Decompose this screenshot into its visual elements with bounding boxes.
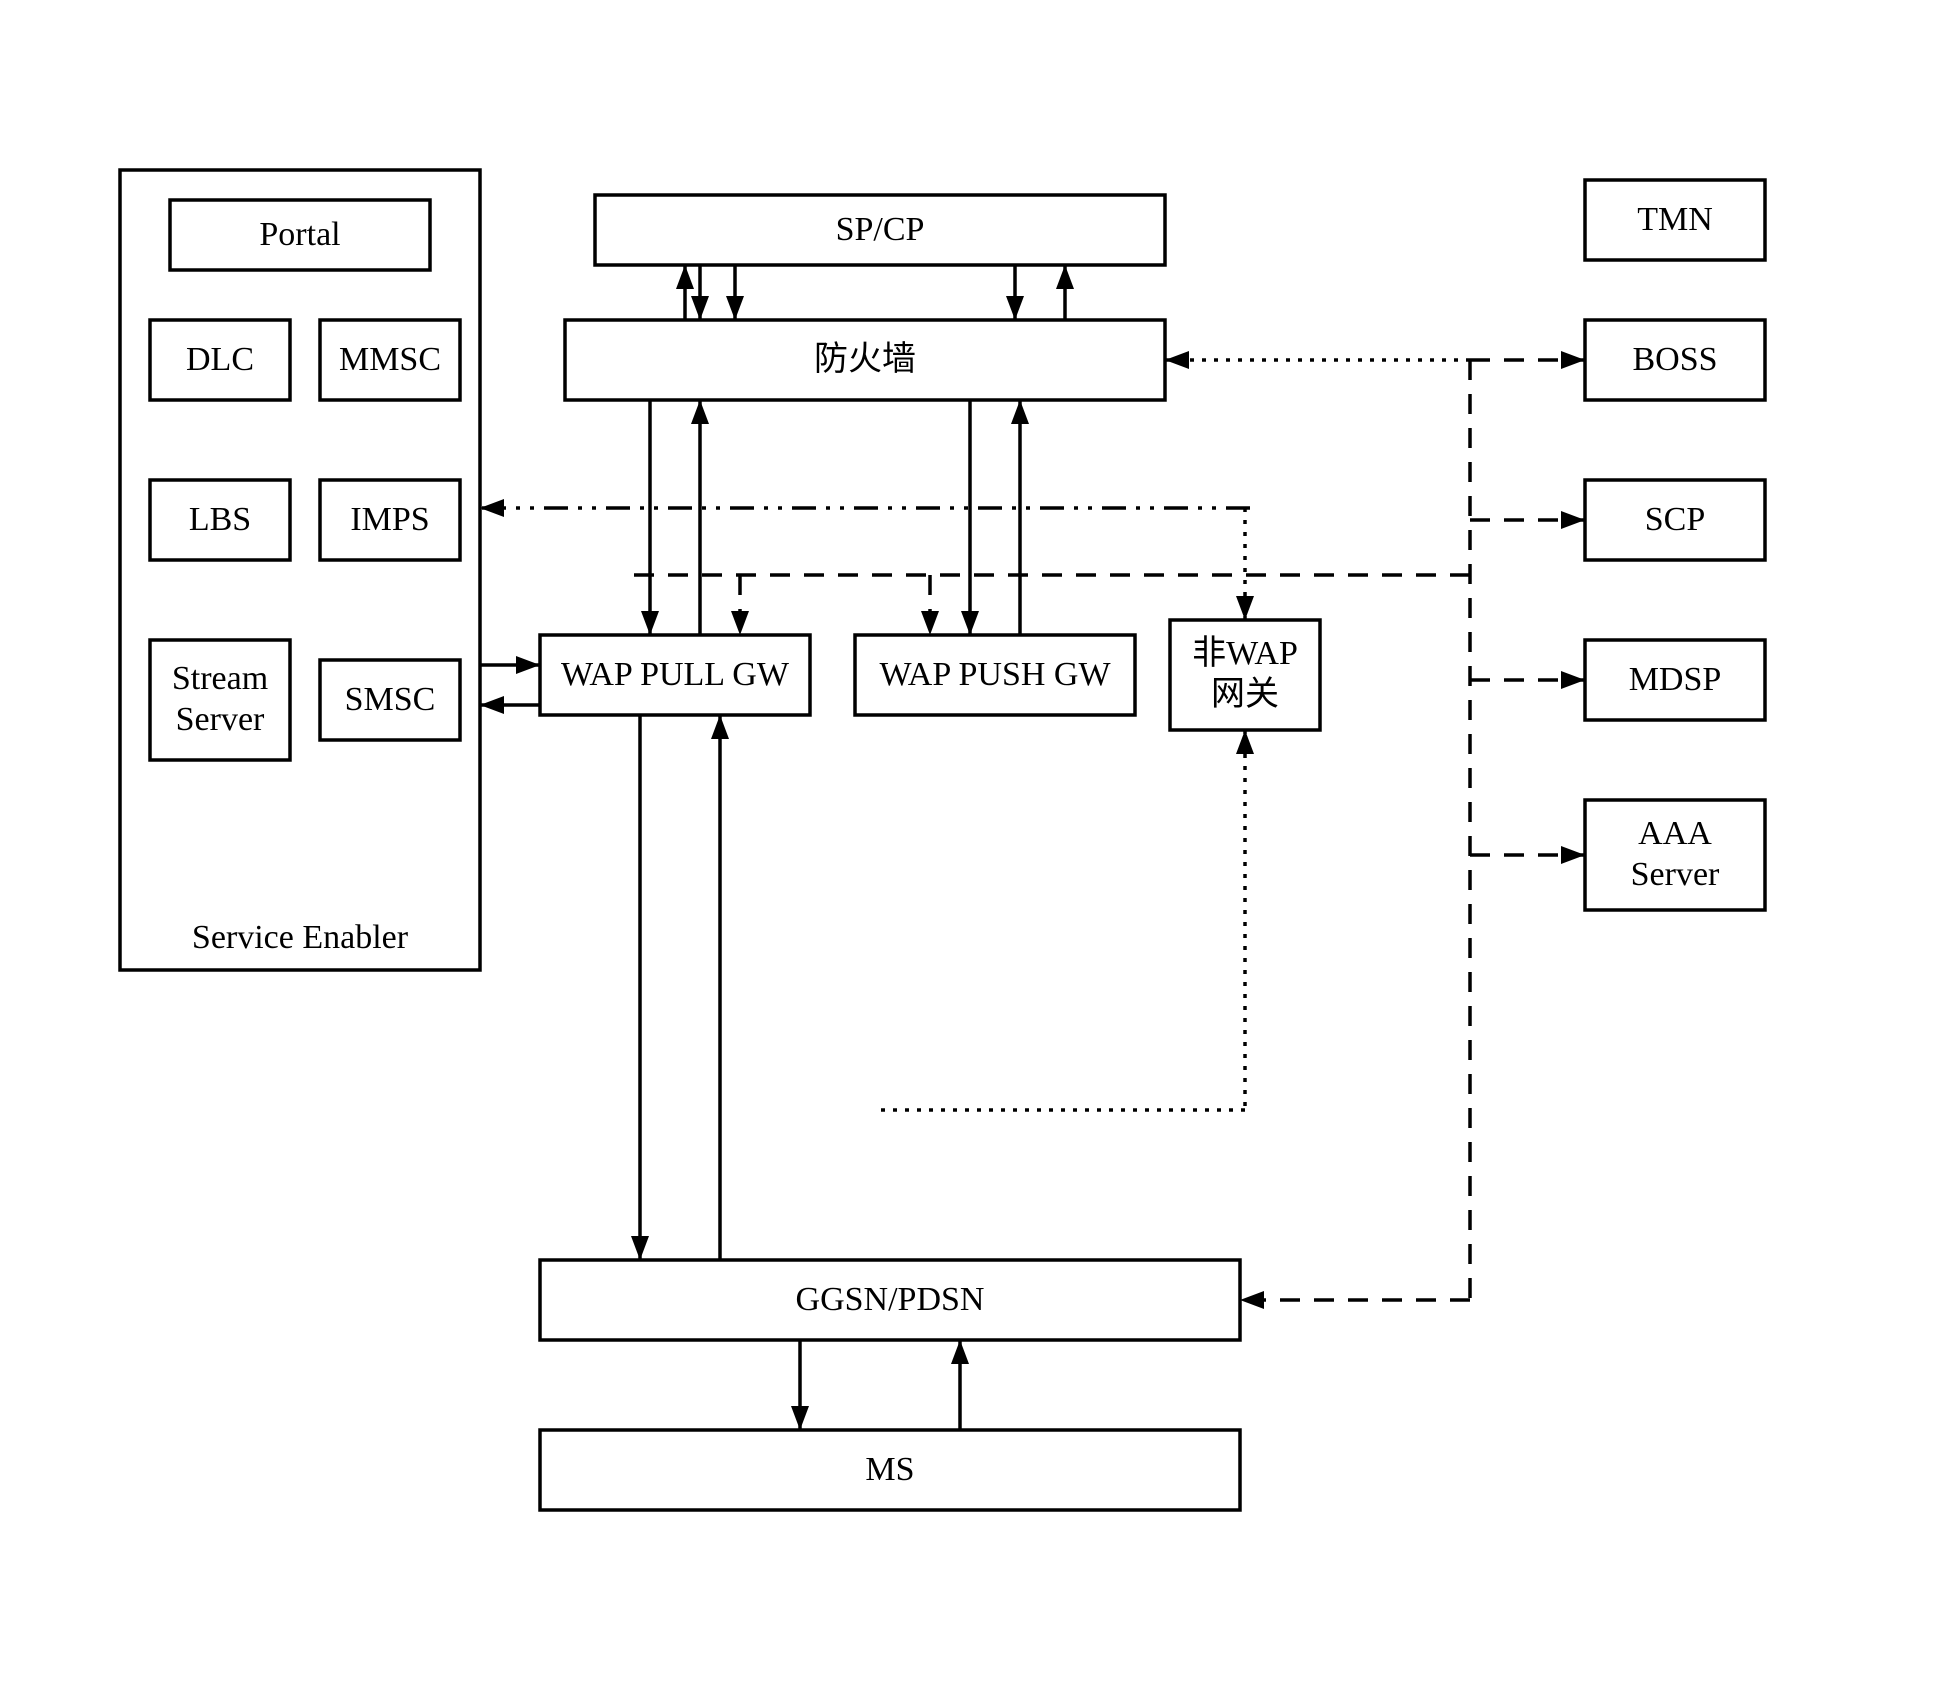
spcp-box: SP/CP [595,195,1165,265]
tmn-box-label: TMN [1637,201,1713,238]
imps-box-label: IMPS [350,501,429,538]
tmn-box: TMN [1585,180,1765,260]
ggsn-pdsn-box: GGSN/PDSN [540,1260,1240,1340]
mdsp-box-label: MDSP [1629,661,1722,698]
svg-text:Server: Server [1631,856,1720,893]
dlc-box-label: DLC [186,341,254,378]
aaa-server-box: AAA Server [1585,800,1765,910]
imps-box: IMPS [320,480,460,560]
lbs-box: LBS [150,480,290,560]
firewall-box-label: 防火墙 [814,340,916,378]
svg-text:AAA: AAA [1638,815,1712,852]
smsc-box: SMSC [320,660,460,740]
svg-text:Stream: Stream [172,660,268,697]
wap-pull-gw-box-label: WAP PULL GW [561,656,790,693]
spcp-box-label: SP/CP [836,211,925,248]
svg-text:网关: 网关 [1211,676,1279,713]
firewall-box: 防火墙 [565,320,1165,400]
ms-box-label: MS [865,1451,914,1488]
boss-box-label: BOSS [1632,341,1717,378]
wap-push-gw-box: WAP PUSH GW [855,635,1135,715]
mmsc-box-label: MMSC [339,341,441,378]
service-enabler-label: Service Enabler [192,919,409,956]
portal-box-label: Portal [259,216,340,253]
boss-box: BOSS [1585,320,1765,400]
stream-server-box: Stream Server [150,640,290,760]
mdsp-box: MDSP [1585,640,1765,720]
wap-pull-gw-box: WAP PULL GW [540,635,810,715]
scp-box-label: SCP [1645,501,1706,538]
svg-text:Server: Server [176,701,265,738]
svg-text:非WAP: 非WAP [1192,635,1298,672]
ms-box: MS [540,1430,1240,1510]
scp-box: SCP [1585,480,1765,560]
ggsn-pdsn-box-label: GGSN/PDSN [796,1281,985,1318]
lbs-box-label: LBS [189,501,251,538]
mmsc-box: MMSC [320,320,460,400]
wap-push-gw-box-label: WAP PUSH GW [879,656,1111,693]
portal-box: Portal [170,200,430,270]
service-enabler-container: Service Enabler [120,170,480,970]
smsc-box-label: SMSC [345,681,436,718]
dlc-box: DLC [150,320,290,400]
non-wap-gateway-box: 非WAP 网关 [1170,620,1320,730]
